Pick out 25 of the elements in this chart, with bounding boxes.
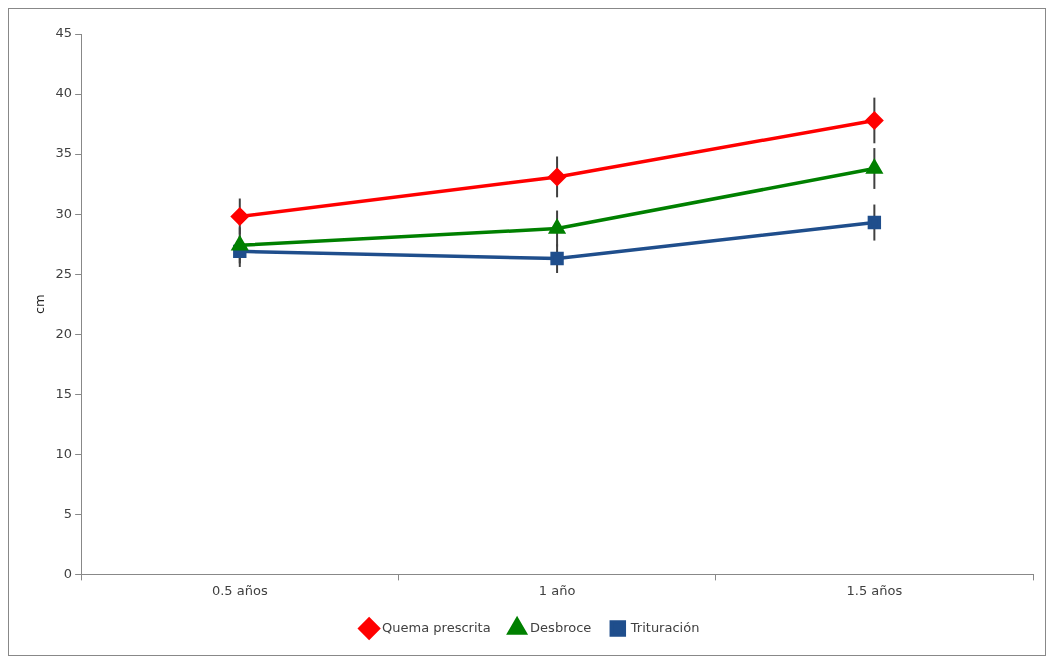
y-tick-label: 45 [55,25,73,41]
point [549,219,565,234]
y-axis-title: cm [32,294,48,315]
x-tick-label: 1.5 años [846,582,903,598]
y-tick-label: 20 [55,325,73,341]
y-tick-label: 5 [63,505,73,521]
y-tick-label: 40 [55,85,73,101]
legend-label: Desbroce [530,619,592,635]
legend-label: Trituración [629,619,700,635]
legend-label: Quema prescrita [382,619,491,635]
y-tick-label: 35 [55,145,73,161]
y-tick-label: 25 [55,265,73,281]
point [866,159,883,174]
point [865,111,884,130]
point [867,215,882,230]
point [550,251,564,266]
point [231,236,248,251]
x-tick-label: 0.5 años [211,582,268,598]
y-tick-label: 15 [55,385,73,401]
y-tick-label: 30 [55,205,73,221]
y-tick-label: 0 [63,565,73,581]
x-tick-label: 1 año [538,582,576,598]
y-tick-label: 10 [55,445,73,461]
point [548,168,566,186]
point [231,207,249,226]
